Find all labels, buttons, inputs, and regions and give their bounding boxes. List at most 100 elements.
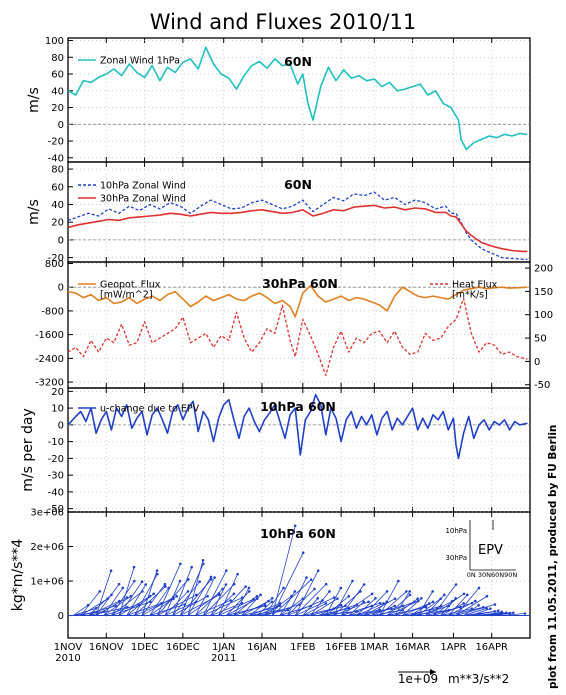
flux-vector xyxy=(463,604,479,616)
flux-vector xyxy=(363,591,388,616)
epv-inset: 10hPa 30hPa 0N 30N60N90N EPV xyxy=(445,520,517,579)
flux-vector-head xyxy=(523,612,527,615)
flux-vector xyxy=(149,587,170,616)
flux-vector xyxy=(88,600,120,616)
flux-vector-head xyxy=(301,551,305,555)
flux-vector xyxy=(233,604,266,616)
flux-vector-head xyxy=(164,585,167,588)
y-tick-label: 60 xyxy=(51,182,64,193)
flux-vector-head xyxy=(393,597,397,600)
y-tick-label: 100 xyxy=(45,36,64,47)
panel-title: 60N xyxy=(284,177,312,192)
y-tick-label: -50 xyxy=(48,504,64,515)
flux-vector xyxy=(363,598,396,616)
flux-vector xyxy=(448,606,484,616)
flux-vector-head xyxy=(496,609,500,613)
y-tick-label: -2400 xyxy=(35,354,64,365)
x-tick-label: 16FEB xyxy=(325,642,357,653)
flux-vector-head xyxy=(477,603,480,607)
flux-vector xyxy=(233,587,250,616)
flux-vector-head xyxy=(305,576,308,579)
flux-vector-head xyxy=(232,592,236,596)
flux-vector xyxy=(226,598,258,616)
flux-vector-head xyxy=(156,572,159,576)
flux-vector xyxy=(356,598,376,616)
flux-vector-head xyxy=(316,597,320,600)
flux-vector-head xyxy=(313,587,316,591)
flux-vector-head xyxy=(347,594,351,598)
y-tick-label: -3200 xyxy=(35,378,64,389)
y-axis-label: m/s xyxy=(26,87,42,113)
panel-1: 100 80 60 40 20 0 -20 -40 m/s Zonal Wind 1hPa 60N xyxy=(26,36,531,164)
flux-vector xyxy=(80,591,101,616)
y-tick-label: 800 xyxy=(45,259,64,270)
flux-vector-head xyxy=(163,582,167,586)
flux-vector-head xyxy=(206,594,209,598)
flux-vector-head xyxy=(339,586,343,590)
flux-vector xyxy=(471,608,491,616)
panel-title: 30hPa 60N xyxy=(262,276,338,291)
flux-vector xyxy=(241,594,261,616)
panel-title: 10hPa 60N xyxy=(260,526,336,541)
x-tick-label: 1FEB xyxy=(290,642,315,653)
flux-vector xyxy=(471,610,499,616)
flux-vector xyxy=(271,525,296,616)
flux-vector xyxy=(187,576,212,616)
flux-vector xyxy=(118,581,143,616)
flux-vector-head xyxy=(213,576,216,579)
flux-vector xyxy=(287,600,323,616)
flux-vector xyxy=(195,577,215,616)
y-tick-label: 1e+06 xyxy=(30,577,64,588)
flux-vector-head xyxy=(155,569,159,572)
vector-scale-key: 1e+09 m**3/s**2 xyxy=(398,669,509,686)
flux-vector xyxy=(72,604,89,616)
flux-vector-head xyxy=(175,594,178,598)
flux-vector-head xyxy=(109,569,113,572)
legend-label: Zonal Wind 1hPa xyxy=(100,56,180,67)
flux-vector-head xyxy=(117,582,121,586)
inset-ylabel-bottom: 30hPa xyxy=(445,554,467,562)
flux-vector-head xyxy=(293,590,297,593)
series-line-heat-flux xyxy=(67,297,528,377)
flux-vector-head xyxy=(336,597,339,600)
scale-magnitude: 1e+09 xyxy=(398,672,438,686)
flux-vector-head xyxy=(362,600,366,604)
flux-vector xyxy=(202,570,227,616)
y-tick-label-right: -50 xyxy=(534,380,550,391)
flux-vector xyxy=(164,580,181,616)
flux-vector-head xyxy=(210,578,213,581)
flux-vector xyxy=(310,591,330,616)
flux-vector-head xyxy=(393,604,397,608)
x-tick-label: 16NOV xyxy=(89,642,124,653)
y-tick-label: 20 xyxy=(51,103,64,114)
flux-vector xyxy=(402,603,430,616)
flux-vector xyxy=(302,598,319,616)
flux-vector xyxy=(432,584,457,616)
flux-vector xyxy=(379,601,415,616)
x-tick-label: 1DEC xyxy=(131,642,158,653)
flux-vector-head xyxy=(201,559,205,562)
y-tick-label: -10 xyxy=(48,437,64,448)
flux-vector xyxy=(287,588,315,616)
x-tick-label: 1NOV xyxy=(54,642,83,653)
flux-vector xyxy=(440,598,456,616)
flux-vector xyxy=(317,604,342,616)
flux-vector-head xyxy=(98,590,102,593)
flux-vector-head xyxy=(408,590,412,593)
flux-vector xyxy=(118,595,151,616)
flux-vector xyxy=(402,598,422,616)
flux-vector-head xyxy=(190,565,193,569)
flux-vector-head xyxy=(236,572,239,576)
flux-vector xyxy=(271,579,312,616)
flux-vector-head xyxy=(244,585,247,588)
flux-vector-head xyxy=(270,600,274,604)
y-tick-label: 0 xyxy=(58,120,64,131)
flux-vector xyxy=(210,602,243,616)
y-tick-label: 0 xyxy=(58,611,64,622)
flux-vector-head xyxy=(324,602,328,605)
flux-vector xyxy=(95,570,112,616)
panel-title: 60N xyxy=(284,54,312,69)
legend-label: u-change due to EPV xyxy=(100,404,200,415)
flux-vector-head xyxy=(500,610,503,614)
